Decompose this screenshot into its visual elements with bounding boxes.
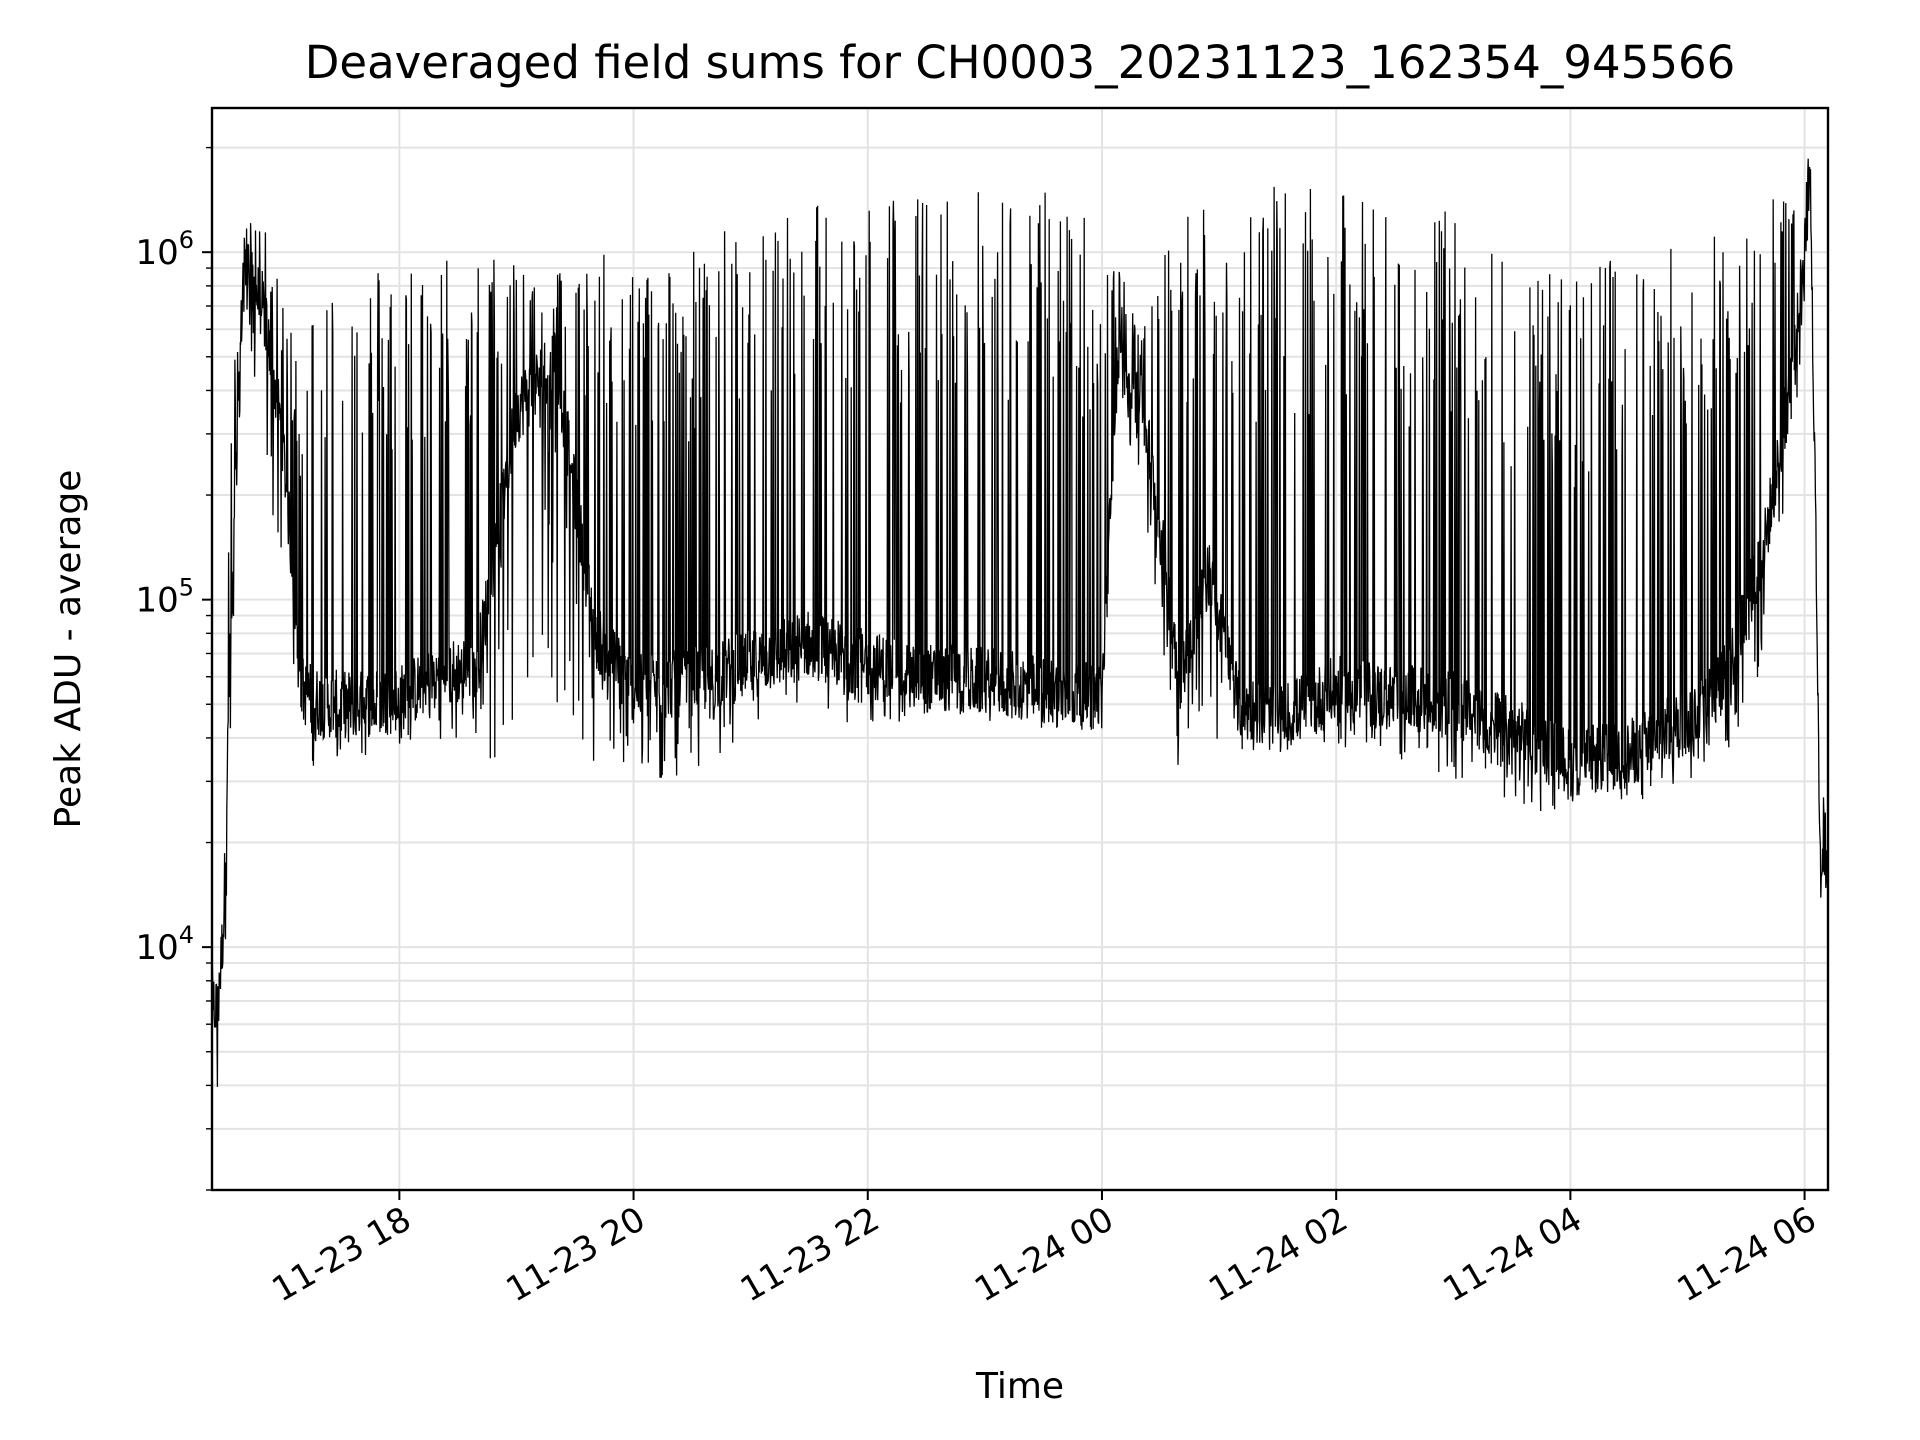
y-tick-base: 10 [135, 928, 178, 968]
y-tick-label: 106 [135, 226, 194, 273]
chart-title: Deaveraged field sums for CH0003_2023112… [305, 36, 1735, 89]
series-group [211, 158, 1829, 1087]
y-tick-label: 104 [135, 921, 194, 968]
plot-frame [210, 106, 1830, 1192]
y-axis-label: Peak ADU - average [48, 470, 89, 829]
y-tick-label: 105 [135, 574, 194, 621]
y-tick-exponent: 5 [179, 574, 194, 602]
y-tick-exponent: 6 [179, 226, 194, 254]
y-tick-exponent: 4 [179, 921, 194, 949]
data-line [211, 158, 1829, 1087]
y-tick-base: 10 [135, 233, 178, 273]
y-tick-base: 10 [135, 581, 178, 621]
x-axis-label: Time [975, 1366, 1064, 1407]
